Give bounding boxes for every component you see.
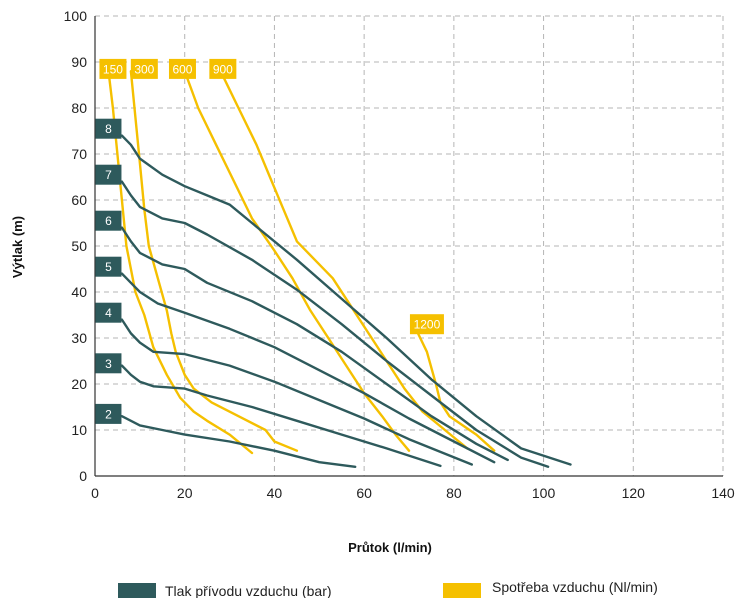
- pressure-line-6: [120, 226, 509, 462]
- pressure-tag-bg: [95, 353, 122, 374]
- x-tick-label: 60: [356, 485, 372, 501]
- pressure-tag-label: 6: [105, 214, 112, 228]
- axes: [94, 16, 723, 477]
- x-axis-title: Průtok (l/min): [348, 540, 432, 555]
- x-tick-label: 20: [177, 485, 193, 501]
- x-tick-label: 140: [711, 485, 735, 501]
- pressure-line-8: [120, 134, 572, 466]
- legend: Tlak přívodu vzduchu (bar) Spotřeba vzdu…: [118, 579, 658, 598]
- consumption-tag-bg: [409, 314, 444, 335]
- consumption-line-900: [219, 70, 469, 450]
- grid: [95, 15, 724, 476]
- y-tick-label: 80: [71, 100, 87, 116]
- y-tick-label: 70: [71, 146, 87, 162]
- consumption-line-150: [107, 70, 254, 455]
- y-tick-label: 90: [71, 54, 87, 70]
- pressure-line-5: [120, 272, 496, 464]
- pressure-tag-bg: [95, 302, 122, 323]
- consumption-tag-bg: [130, 58, 158, 79]
- consumption-tag-label: 600: [172, 62, 192, 76]
- legend-swatch-pressure: [118, 583, 156, 598]
- y-tick-label: 60: [71, 192, 87, 208]
- pressure-tag-bg: [95, 164, 122, 185]
- pressure-tag-bg: [95, 210, 122, 231]
- x-tick-label: 120: [622, 485, 646, 501]
- y-tick-label: 100: [64, 8, 88, 24]
- legend-label-pressure: Tlak přívodu vzduchu (bar): [165, 583, 332, 598]
- consumption-tag-label: 1200: [414, 318, 441, 332]
- y-tick-label: 0: [79, 468, 87, 484]
- x-tick-label: 80: [446, 485, 462, 501]
- y-tick-label: 20: [71, 376, 87, 392]
- consumption-tag-label: 300: [134, 62, 154, 76]
- pressure-line-4: [120, 318, 473, 466]
- x-tick-label: 0: [91, 485, 99, 501]
- x-tick-labels: 0 20 40 60 80 100 120 140: [91, 485, 735, 501]
- pressure-tag-label: 7: [105, 168, 112, 182]
- legend-swatch-consumption: [443, 583, 481, 598]
- consumption-tag-label: 900: [213, 62, 233, 76]
- pressure-tag-label: 2: [105, 407, 112, 421]
- consumption-line-300: [129, 70, 299, 452]
- consumption-tag-label: 150: [103, 62, 123, 76]
- y-axis-title: Výtlak (m): [10, 216, 25, 278]
- y-tick-label: 30: [71, 330, 87, 346]
- consumption-tag-bg: [168, 58, 196, 79]
- y-tick-label: 10: [71, 422, 87, 438]
- x-tick-label: 40: [267, 485, 283, 501]
- pressure-tag-label: 8: [105, 122, 112, 136]
- y-tick-label: 50: [71, 238, 87, 254]
- x-tick-label: 100: [532, 485, 556, 501]
- pressure-line-3: [120, 364, 442, 468]
- pressure-tag-label: 3: [105, 357, 112, 371]
- pressure-tag-bg: [95, 256, 122, 277]
- consumption-tag-bg: [99, 58, 127, 79]
- pressure-tag-label: 5: [105, 260, 112, 274]
- pressure-line-7: [120, 180, 550, 468]
- legend-label-consumption: Spotřeba vzduchu (Nl/min): [492, 579, 658, 595]
- pressure-tag-bg: [95, 118, 122, 139]
- pressure-tag-bg: [95, 403, 122, 424]
- y-tick-label: 40: [71, 284, 87, 300]
- consumption-tag-bg: [209, 58, 237, 79]
- pressure-line-2: [120, 415, 357, 468]
- pressure-series: [120, 134, 572, 468]
- pressure-tag-label: 4: [105, 306, 112, 320]
- series-tags: 2 3 4 5 6 7 8 150 300 600 900 1200: [95, 58, 444, 424]
- y-tick-labels: 0 10 20 30 40 50 60 70 80 90 100: [64, 8, 88, 484]
